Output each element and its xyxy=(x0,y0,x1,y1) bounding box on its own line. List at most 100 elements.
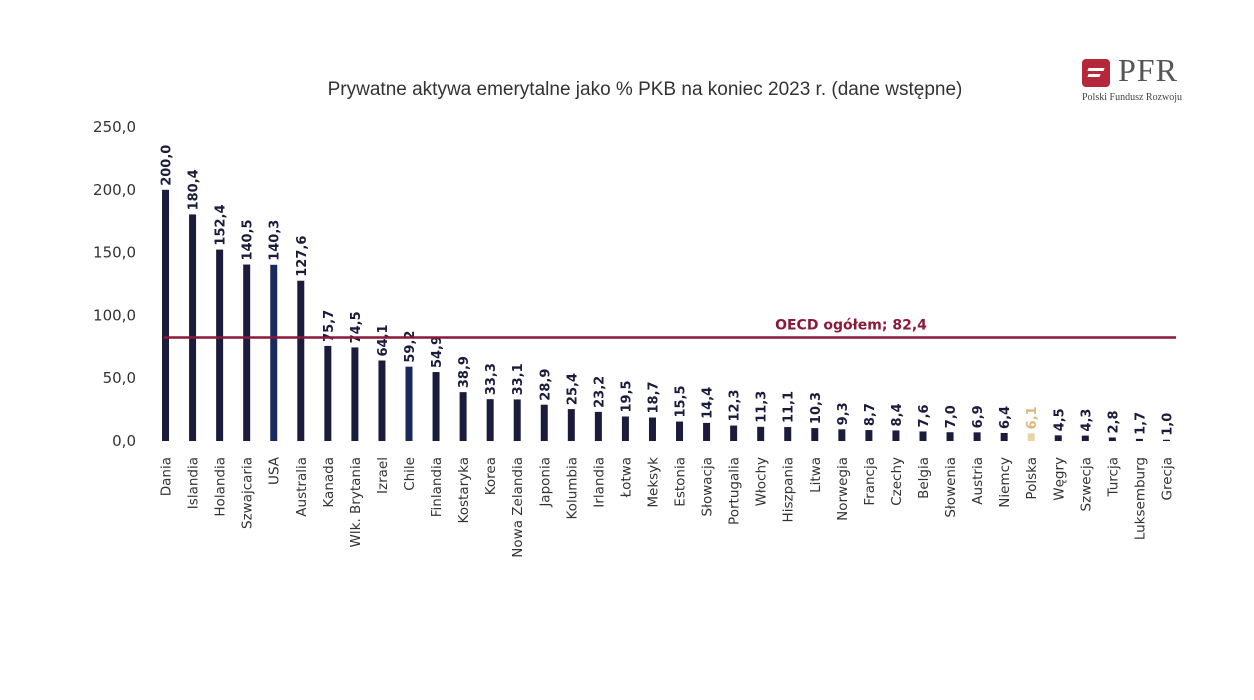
bar xyxy=(1135,438,1143,441)
data-label: 74,5 xyxy=(349,311,364,343)
chart-title: Prywatne aktywa emerytalne jako % PKB na… xyxy=(328,79,963,100)
x-tick-label: Australia xyxy=(294,457,310,517)
data-label: 1,7 xyxy=(1133,412,1148,435)
logo-name: PFR xyxy=(1118,52,1178,88)
pfr-logo: PFR Polski Fundusz Rozwoju xyxy=(1082,52,1202,108)
data-label: 11,3 xyxy=(755,391,770,423)
x-tick-label: Szwecja xyxy=(1078,457,1094,511)
oecd-reference-label: OECD ogółem; 82,4 xyxy=(775,318,927,334)
x-tick-label: Austria xyxy=(970,457,986,505)
data-label: 140,3 xyxy=(268,220,283,261)
bar xyxy=(594,411,602,441)
data-label: 6,4 xyxy=(998,406,1013,429)
data-label: 15,5 xyxy=(674,385,689,417)
data-label: 6,9 xyxy=(971,405,986,428)
data-label: 9,3 xyxy=(836,402,851,425)
data-label: 28,9 xyxy=(538,369,553,401)
bar xyxy=(513,399,521,441)
bar xyxy=(351,347,359,441)
data-label: 38,9 xyxy=(457,356,472,388)
bar xyxy=(648,417,656,441)
bar xyxy=(378,360,386,441)
data-label: 59,2 xyxy=(403,331,418,363)
data-label: 23,2 xyxy=(592,376,607,408)
data-label: 64,1 xyxy=(376,324,391,356)
data-label: 200,0 xyxy=(160,145,175,186)
data-label: 152,4 xyxy=(214,204,229,245)
bar xyxy=(1108,437,1116,441)
x-tick-label: Kolumbia xyxy=(564,457,580,520)
x-tick-label: Izrael xyxy=(375,457,391,494)
data-label: 7,6 xyxy=(917,404,932,427)
y-tick-label: 150,0 xyxy=(93,244,136,262)
x-tick-label: Finlandia xyxy=(429,457,445,517)
x-tick-label: Portugalia xyxy=(727,457,743,525)
x-tick-label: Kostaryka xyxy=(456,457,472,523)
bar xyxy=(189,214,197,441)
data-label: 4,3 xyxy=(1079,409,1094,432)
data-label: 6,1 xyxy=(1025,406,1040,429)
y-tick-label: 0,0 xyxy=(112,432,136,450)
bar xyxy=(270,264,278,441)
bar xyxy=(784,427,792,441)
data-label: 1,0 xyxy=(1160,413,1175,436)
data-label: 12,3 xyxy=(728,389,743,421)
bar xyxy=(405,366,413,441)
x-tick-label: Węgry xyxy=(1051,457,1067,501)
x-tick-label: Francja xyxy=(862,457,878,506)
data-label: 54,9 xyxy=(430,336,445,368)
x-tick-label: Wlk. Brytania xyxy=(348,457,364,547)
x-tick-label: Japonia xyxy=(537,457,553,508)
data-label: 25,4 xyxy=(565,373,580,405)
data-label: 19,5 xyxy=(619,380,634,412)
data-label: 2,8 xyxy=(1106,410,1121,433)
bars: 200,0 180,4 152,4 140,5 140,3 127,6 75,7 74,5 64… xyxy=(160,145,1175,441)
data-label: 180,4 xyxy=(187,169,202,210)
x-tick-label: USA xyxy=(267,456,283,485)
bar xyxy=(865,430,873,441)
data-label: 75,7 xyxy=(322,310,337,342)
x-tick-label: Belgia xyxy=(916,457,932,499)
data-label: 18,7 xyxy=(646,381,661,413)
bar xyxy=(1027,433,1035,441)
x-tick-label: Niemcy xyxy=(997,457,1013,508)
x-tick-label: Nowa Zelandia xyxy=(510,457,526,558)
bar xyxy=(757,426,765,441)
x-tick-label: Chile xyxy=(402,457,418,491)
bar xyxy=(1081,435,1089,441)
bar xyxy=(486,399,494,441)
x-tick-label: Irlandia xyxy=(591,457,607,508)
x-tick-label: Holandia xyxy=(213,457,229,517)
x-tick-label: Norwegia xyxy=(835,457,851,521)
x-tick-label: Słowacja xyxy=(700,457,716,516)
y-tick-label: 100,0 xyxy=(93,306,136,324)
data-label: 10,3 xyxy=(809,392,824,424)
data-label: 8,4 xyxy=(890,403,905,426)
y-axis: 0,0 50,0 100,0 150,0 200,0 250,0 xyxy=(93,118,136,450)
x-tick-label: Litwa xyxy=(808,457,824,493)
bar xyxy=(973,432,981,441)
bar xyxy=(621,416,629,441)
pfr-logo-mark-icon xyxy=(1082,59,1110,87)
x-tick-label: Luksemburg xyxy=(1132,457,1148,540)
bar xyxy=(567,409,575,441)
x-tick-label: Słowenia xyxy=(943,457,959,518)
x-tick-label: Estonia xyxy=(673,457,689,507)
bar xyxy=(946,432,954,441)
x-tick-label: Polska xyxy=(1024,457,1040,500)
x-tick-label: Czechy xyxy=(889,457,905,506)
reference-line-group: OECD ogółem; 82,4 xyxy=(164,318,1176,339)
bar xyxy=(919,431,927,441)
data-label: 7,0 xyxy=(944,405,959,428)
bar xyxy=(540,404,548,441)
x-tick-label: Meksyk xyxy=(645,457,661,508)
data-label: 14,4 xyxy=(701,387,716,419)
x-tick-label: Dania xyxy=(159,457,175,496)
data-label: 4,5 xyxy=(1052,408,1067,431)
bar xyxy=(703,422,711,441)
bar xyxy=(216,249,224,441)
x-axis: Dania Islandia Holandia Szwajcaria USA Austra… xyxy=(159,456,1176,557)
x-tick-label: Szwajcaria xyxy=(240,457,256,529)
y-tick-label: 50,0 xyxy=(103,369,136,387)
